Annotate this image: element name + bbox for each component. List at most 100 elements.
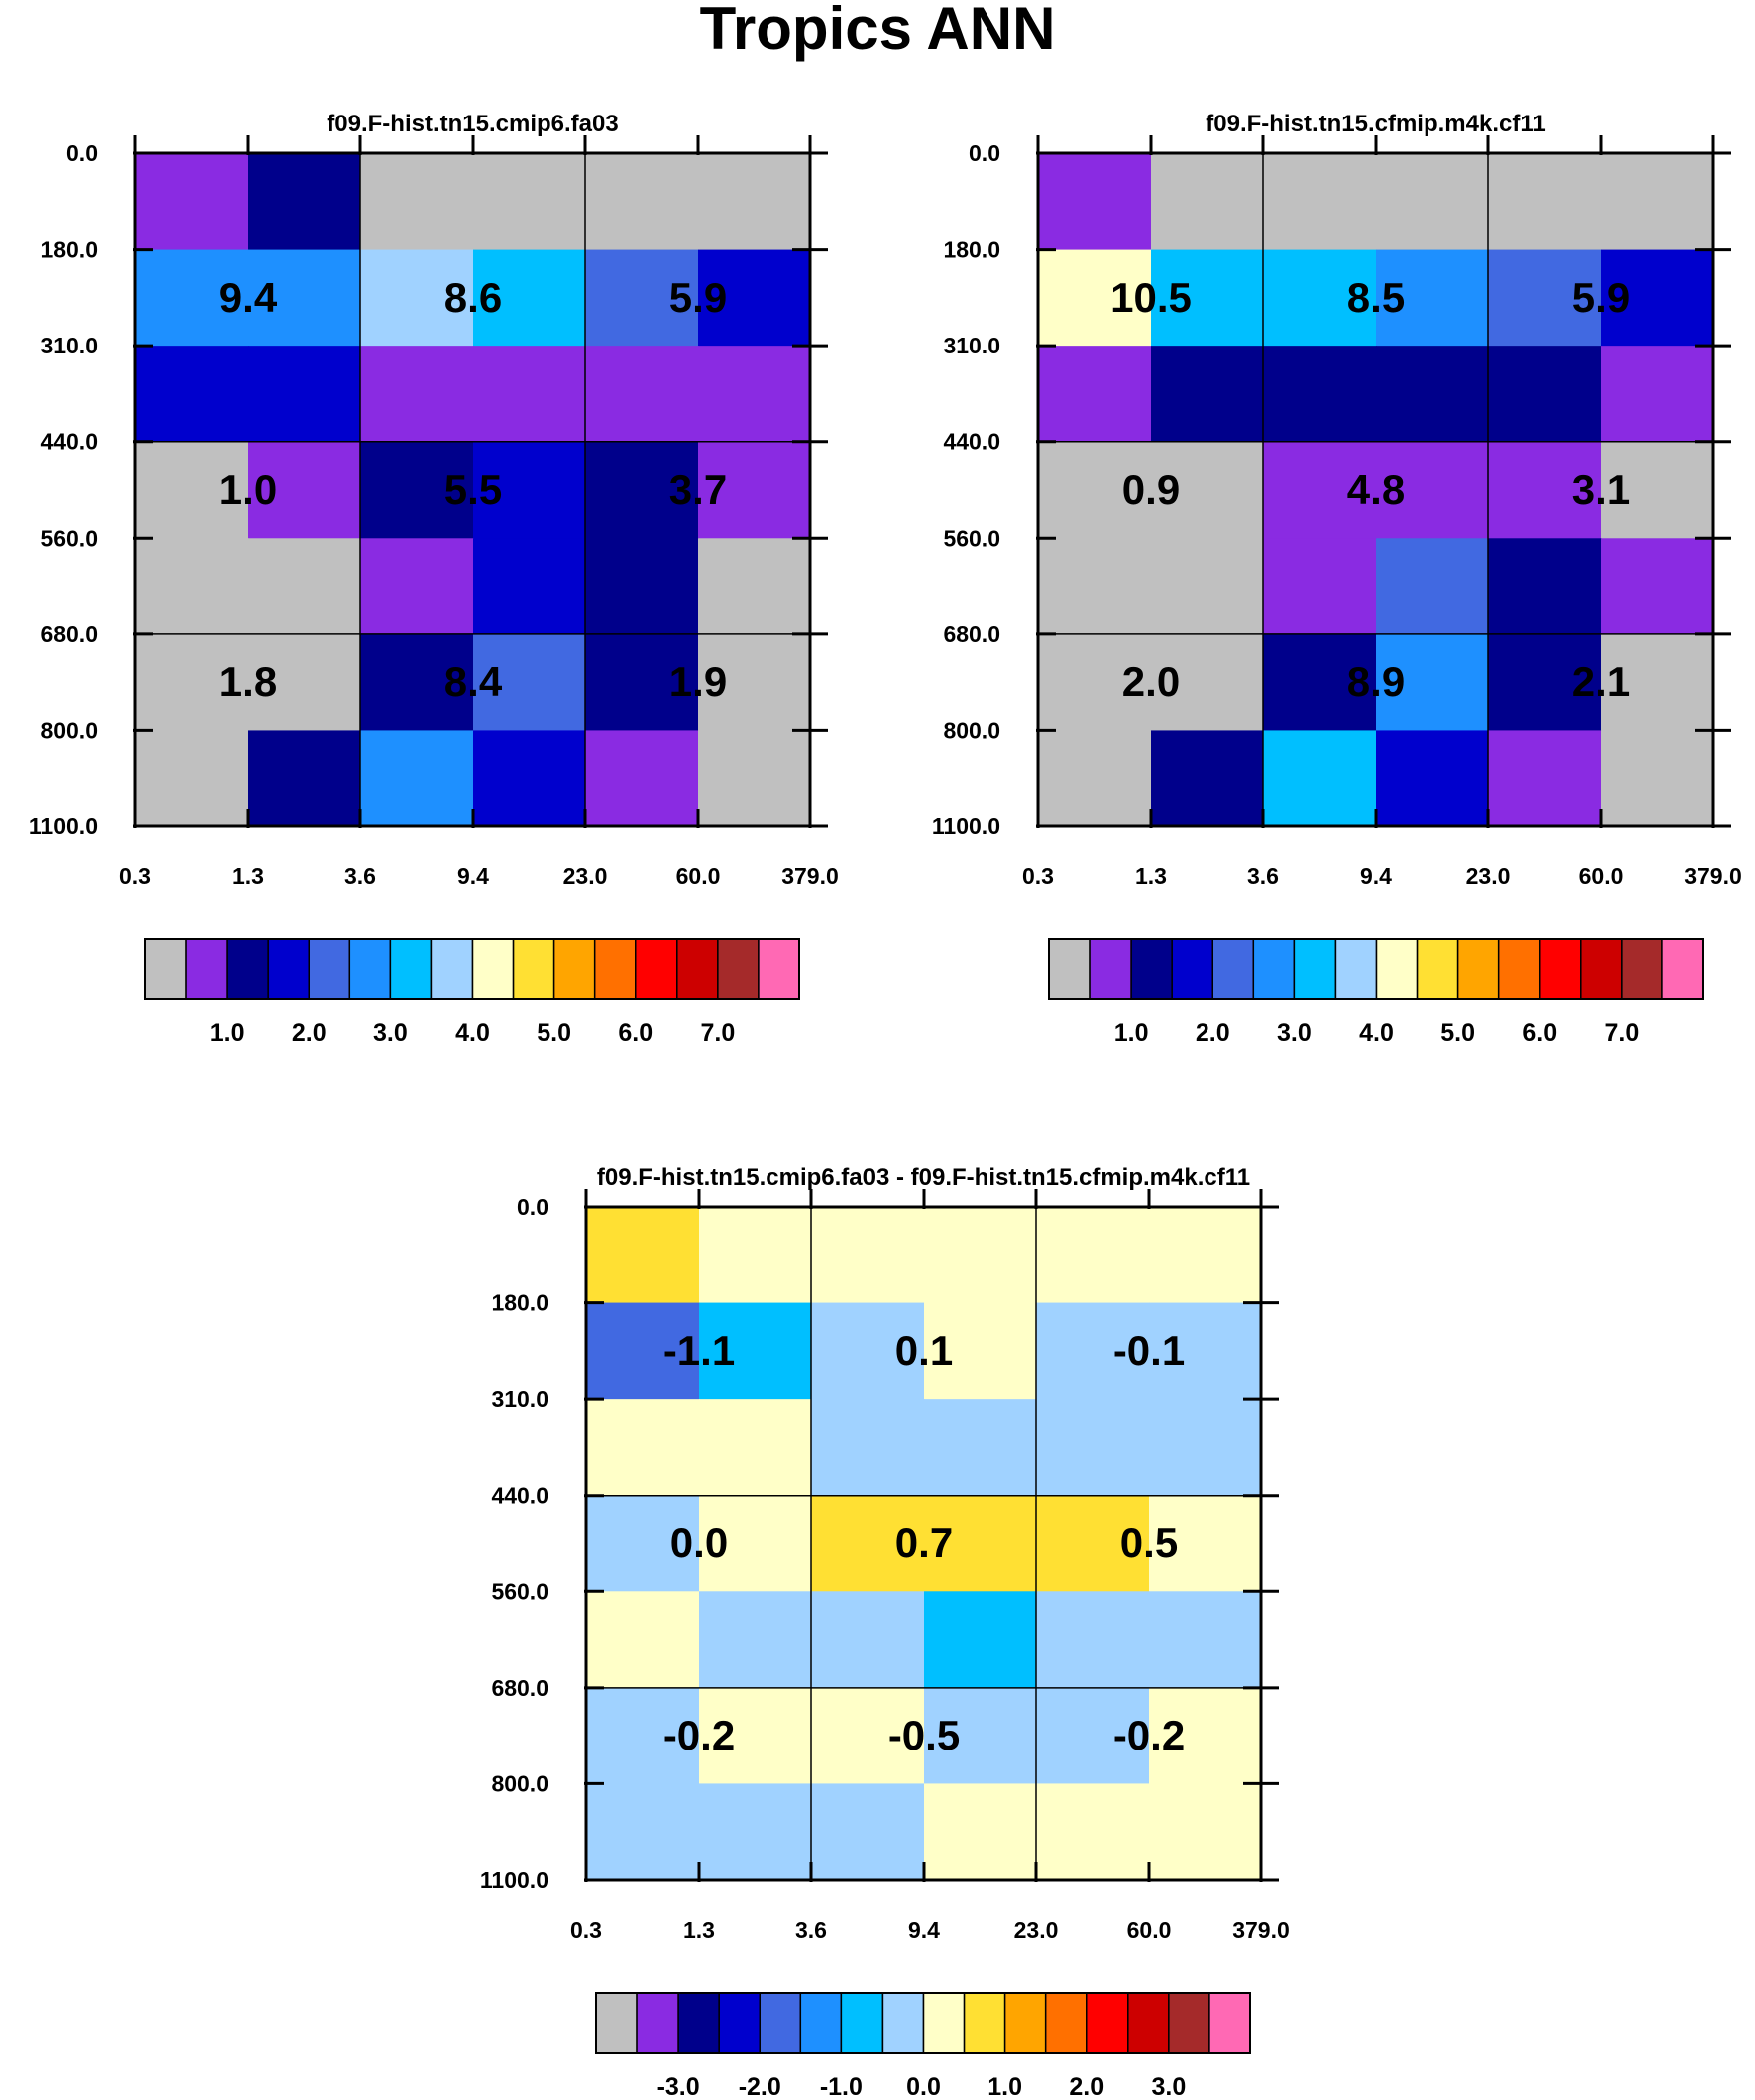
x-tick-label: 9.4 — [1360, 863, 1392, 889]
heatmap-cell — [811, 1302, 925, 1400]
heatmap-cell — [135, 153, 249, 251]
x-tick-label: 0.3 — [1022, 863, 1054, 889]
region-value-label: -1.1 — [663, 1327, 735, 1374]
colorbar-swatch — [1048, 938, 1091, 1000]
region-value-label: 5.9 — [1572, 274, 1630, 321]
region-value-label: 5.9 — [669, 274, 727, 321]
colorbar-label: 6.0 — [1522, 1019, 1557, 1047]
heatmap-cell — [248, 730, 361, 827]
heatmap-cell — [1601, 346, 1714, 443]
heatmap-cell — [924, 1399, 1037, 1497]
heatmap-cell — [586, 1591, 700, 1689]
heatmap-cell — [1488, 249, 1602, 347]
x-tick-label: 379.0 — [781, 863, 839, 889]
heatmap-cell — [699, 1399, 812, 1497]
colorbar-swatch — [593, 938, 637, 1000]
region-value-label: -0.5 — [888, 1712, 960, 1758]
heatmap-cell — [1151, 633, 1264, 732]
heatmap-cell — [924, 1687, 1037, 1785]
heatmap-cell — [1376, 249, 1489, 347]
heatmap-cell — [1376, 153, 1489, 251]
heatmap-cell — [1488, 633, 1602, 732]
heatmap-cell — [811, 1207, 925, 1304]
heatmap-cell — [699, 1687, 812, 1785]
heatmap-cell — [135, 441, 249, 539]
colorbar-swatch — [1661, 938, 1704, 1000]
x-tick-label: 1.3 — [232, 863, 264, 889]
x-tick-label: 3.6 — [344, 863, 376, 889]
colorbar-frame — [595, 1992, 1251, 2054]
colorbar-swatch — [552, 938, 596, 1000]
heatmap-cell — [699, 1495, 812, 1592]
colorbar-label: 1.0 — [987, 2073, 1022, 2100]
figure-title: Tropics ANN — [699, 0, 1056, 62]
colorbar-label: 5.0 — [1440, 1019, 1475, 1047]
colorbar-swatch — [881, 1992, 925, 2054]
region-value-label: 4.8 — [1347, 466, 1405, 513]
colorbar-label: 2.0 — [1196, 1019, 1230, 1047]
heatmap-cell — [1038, 249, 1152, 347]
region-value-label: 8.6 — [444, 274, 502, 321]
heatmap-cell — [360, 346, 474, 443]
heatmap-cell — [135, 633, 249, 732]
region-value-label: 0.7 — [895, 1519, 953, 1566]
heatmap-cell — [360, 538, 474, 635]
region-value-label: 8.9 — [1347, 658, 1405, 705]
region-value-label: 1.0 — [219, 466, 277, 513]
heatmap-cell — [699, 1591, 812, 1689]
heatmap-cell — [1263, 346, 1377, 443]
heatmap-cell — [698, 153, 811, 251]
panel-title: f09.F-hist.tn15.cfmip.m4k.cf11 — [1206, 111, 1545, 137]
heatmap-cell — [1376, 346, 1489, 443]
heatmap-cell — [1038, 441, 1152, 539]
y-tick-label: 680.0 — [491, 1675, 548, 1701]
heatmap-cell — [1601, 538, 1714, 635]
heatmap-cell — [586, 1302, 700, 1400]
heatmap-cell — [586, 1399, 700, 1497]
heatmap-cell — [1038, 153, 1152, 251]
y-tick-label: 180.0 — [40, 237, 98, 263]
region-value-label: 0.0 — [670, 1519, 728, 1566]
region-value-label: 2.1 — [1572, 658, 1630, 705]
heatmap-cell — [924, 1495, 1037, 1592]
colorbar-label: 7.0 — [1604, 1019, 1639, 1047]
x-tick-label: 1.3 — [683, 1917, 715, 1943]
heatmap-cell — [924, 1783, 1037, 1881]
region-value-label: 2.0 — [1122, 658, 1180, 705]
heatmap-cell — [248, 249, 361, 347]
x-tick-label: 379.0 — [1232, 1917, 1290, 1943]
heatmap-cell — [248, 441, 361, 539]
heatmap-cell — [1488, 538, 1602, 635]
y-tick-label: 1100.0 — [29, 814, 98, 839]
y-tick-label: 560.0 — [491, 1578, 548, 1604]
heatmap-cell — [473, 346, 586, 443]
heatmap-cell — [585, 633, 699, 732]
heatmap-cell — [585, 730, 699, 827]
y-tick-label: 440.0 — [491, 1483, 548, 1509]
heatmap-cell — [1149, 1399, 1262, 1497]
heatmap-cell — [1376, 538, 1489, 635]
y-tick-label: 310.0 — [491, 1386, 548, 1412]
heatmap-cell — [1151, 538, 1264, 635]
colorbar-swatch — [1497, 938, 1541, 1000]
y-tick-label: 310.0 — [943, 333, 1000, 358]
y-tick-label: 800.0 — [491, 1770, 548, 1796]
heatmap-cell — [1376, 441, 1489, 539]
heatmap-cell — [360, 633, 474, 732]
colorbar-swatch — [1580, 938, 1623, 1000]
colorbar-swatch — [718, 1992, 761, 2054]
region-value-label: -0.2 — [1113, 1712, 1185, 1758]
colorbar-swatch — [1003, 1992, 1047, 2054]
heatmap-cell — [473, 153, 586, 251]
heatmap-cell — [1488, 441, 1602, 539]
heatmap-cell — [1036, 1399, 1150, 1497]
region-value-label: 0.1 — [895, 1327, 953, 1374]
heatmap-cell — [135, 730, 249, 827]
x-tick-label: 0.3 — [119, 863, 151, 889]
region-value-label: 3.7 — [669, 466, 727, 513]
colorbar-swatch — [1334, 938, 1378, 1000]
region-value-label: -0.1 — [1113, 1327, 1185, 1374]
heatmap-cell — [248, 633, 361, 732]
heatmap-cell — [924, 1302, 1037, 1400]
